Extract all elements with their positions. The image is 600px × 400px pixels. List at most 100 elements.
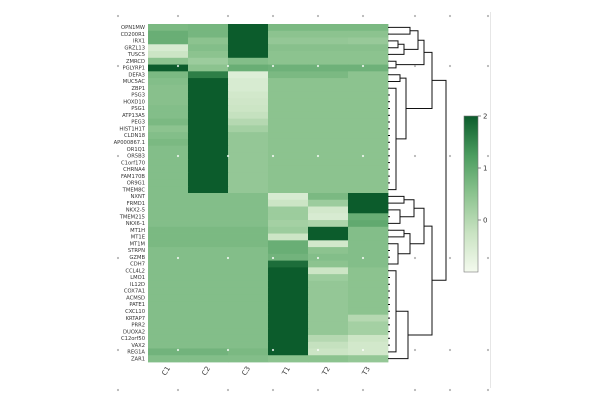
heatmap-cell [148,165,189,174]
heatmap-cell [348,267,389,275]
grid-dot [116,154,120,158]
heatmap-cell [268,301,309,309]
row-dendrogram [388,26,447,360]
heatmap-cell [228,355,269,363]
heatmap-cell [268,307,309,316]
colorbar-gradient [463,115,479,273]
grid-dot [486,348,490,352]
row-label: DEFA3 [128,72,145,78]
heatmap-cell [148,51,189,59]
dendrogram-branch [390,209,401,224]
grid-dot [271,388,275,392]
dendrogram-branch [390,74,401,82]
row-label: CLDN18 [124,133,145,139]
heatmap-cell [148,98,189,106]
heatmap-cell [188,280,229,289]
heatmap-cell [228,287,269,295]
row-label: CHRNA4 [123,167,146,173]
heatmap-cell [268,57,309,65]
row-label: OR1Q1 [127,147,145,153]
heatmap-cell [308,172,349,180]
heatmap-cell [268,98,309,106]
row-label: KRTAP7 [126,316,145,322]
heatmap-cell [148,213,189,221]
heatmap-cell [308,334,349,343]
heatmap-cell [228,233,269,241]
dendrogram-branch [408,225,433,336]
heatmap-cell [308,138,349,147]
heatmap-cell [268,226,309,234]
heatmap-cell [268,267,309,275]
dendrogram-branch [390,60,397,69]
heatmap-cell [348,199,389,207]
heatmap-cell [188,118,229,126]
heatmap-cell [268,118,309,126]
heatmap-cell [228,321,269,329]
heatmap-cell [308,321,349,329]
heatmap-cell [268,71,309,79]
heatmap-cell [188,199,229,207]
row-label: NKX2-5 [126,208,145,214]
heatmap-cell [348,294,389,302]
heatmap-cell [348,57,389,65]
plot-frame [108,12,491,388]
grid-dot [448,14,452,18]
heatmap-cell [188,334,229,343]
heatmap-cell [308,267,349,275]
heatmap-cells [148,24,389,363]
grid-dot [176,14,180,18]
dendrogram-branch [410,207,425,245]
heatmap-cell [148,314,189,322]
heatmap-cell [268,240,309,248]
heatmap-cell [268,355,309,363]
row-label: ZMRCD [126,59,145,65]
heatmap-cell [268,111,309,120]
heatmap-cell [188,294,229,302]
heatmap-cell [268,220,309,228]
heatmap-cell [188,57,229,65]
row-label: NXNT [131,194,146,200]
row-label: ATP13A5 [122,113,145,119]
row-label: MT1H [130,228,145,234]
heatmap-cell [268,159,309,167]
heatmap-cell [308,44,349,52]
heatmap-cell [228,98,269,106]
heatmap-cell [308,125,349,133]
heatmap-cell [188,267,229,275]
heatmap-cell [228,145,269,153]
heatmap-cell [308,274,349,282]
heatmap-cell [148,145,189,153]
heatmap-cell [148,71,189,79]
heatmap-cell [308,226,349,234]
grid-dot [486,154,490,158]
heatmap-cell [148,193,189,201]
heatmap-cell [188,51,229,59]
heatmap-cell [348,64,389,72]
heatmap-cell [148,64,189,72]
row-label: OPN1MW [121,25,145,31]
heatmap-cell [188,260,229,268]
heatmap-cell [228,206,269,214]
row-label: OR5B3 [127,154,145,160]
dendrogram-branch [432,79,447,281]
heatmap-cell [308,199,349,207]
grid-dot [226,348,230,352]
heatmap-cell [308,307,349,316]
heatmap-cell [148,328,189,336]
grid-dot [361,64,365,68]
row-label: IL12D [130,282,145,288]
heatmap-cell [228,240,269,248]
row-label: IRX1 [133,39,145,45]
heatmap-cell [188,321,229,329]
heatmap-cell [148,138,189,147]
heatmap-cell [148,118,189,126]
row-label: VAX2 [131,343,145,349]
heatmap-cell [148,301,189,309]
heatmap-cell [308,105,349,113]
heatmap-cell [188,132,229,140]
heatmap-cell [268,193,309,201]
heatmap-cell [148,233,189,241]
colorbar: 0 1 2 [463,113,487,273]
heatmap-cell [308,253,349,261]
grid-dot [176,348,180,352]
